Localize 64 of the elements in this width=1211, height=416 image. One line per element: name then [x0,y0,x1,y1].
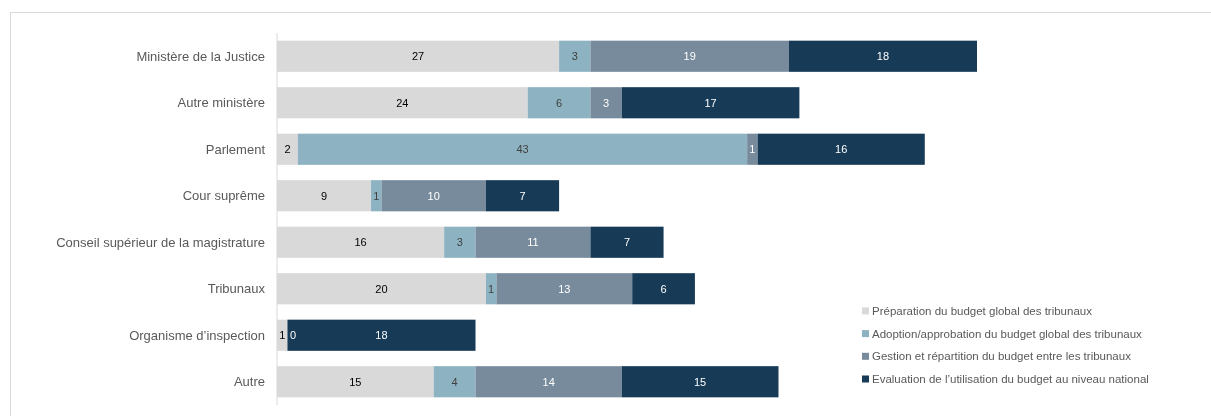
bar [527,87,591,119]
bar [757,133,925,165]
data-label: 2 [284,143,291,156]
bar [371,180,382,212]
data-label: 6 [556,96,563,109]
data-label: 10 [427,189,440,202]
bar [475,226,591,258]
data-label: 9 [320,189,328,202]
data-label: 19 [683,50,696,63]
bar [559,40,591,72]
data-label: 18 [876,50,890,63]
bar [747,133,758,165]
data-label: 27 [411,50,425,63]
bar [621,87,800,119]
data-label: 1 [488,282,495,295]
data-label: 15 [694,375,707,388]
bar [381,180,486,212]
bar [590,40,789,72]
bar [444,226,476,258]
data-label: 16 [354,236,367,249]
y-tick-label: Tribunaux [207,281,266,297]
legend-label: Evaluation de l’utilisation du budget au niveau national [872,373,1149,386]
data-label: 18 [375,329,388,342]
data-label: 1 [373,189,380,202]
data-label: 1 [279,329,286,342]
bar [590,87,622,119]
y-tick-label: Cour suprême [182,188,265,204]
bar [287,319,476,351]
legend-label: Adoption/approbation du budget global des tribunaux [872,327,1143,340]
data-label: 7 [519,189,526,202]
data-label: 11 [527,236,539,249]
data-label: 20 [375,282,388,295]
data-label: 14 [542,375,555,388]
data-label: 43 [516,143,529,156]
bar [433,366,476,398]
bar [632,273,695,305]
data-label: 3 [456,236,463,249]
y-tick-label: Conseil supérieur de la magistrature [56,234,265,250]
data-label: 3 [571,50,578,63]
data-label: 24 [396,96,409,109]
data-label: 4 [451,375,458,388]
bar [621,366,779,398]
data-label: 3 [603,96,610,109]
data-label: 16 [835,143,848,156]
bar [297,133,748,165]
data-label: 1 [749,143,756,156]
legend-label: Gestion et répartition du budget entre les tribunaux [872,350,1132,363]
y-tick-label: Autre ministère [177,95,265,111]
data-label: 17 [704,96,717,109]
bar [475,366,622,398]
bar [496,273,633,305]
data-label: 6 [660,282,667,295]
bar [590,226,664,258]
y-tick-label: Organisme d’inspection [129,327,265,343]
annotation: 0 [289,329,297,342]
y-tick-label: Ministère de la Justice [136,48,265,64]
data-label: 7 [623,236,631,249]
data-label: 15 [349,375,362,388]
y-tick-label: Parlement [205,141,266,157]
y-tick-label: Autre [233,374,265,390]
bar [788,40,977,72]
legend-label: Préparation du budget global des tribunaux [872,304,1093,317]
data-label: 13 [558,282,571,295]
bar [485,180,560,212]
